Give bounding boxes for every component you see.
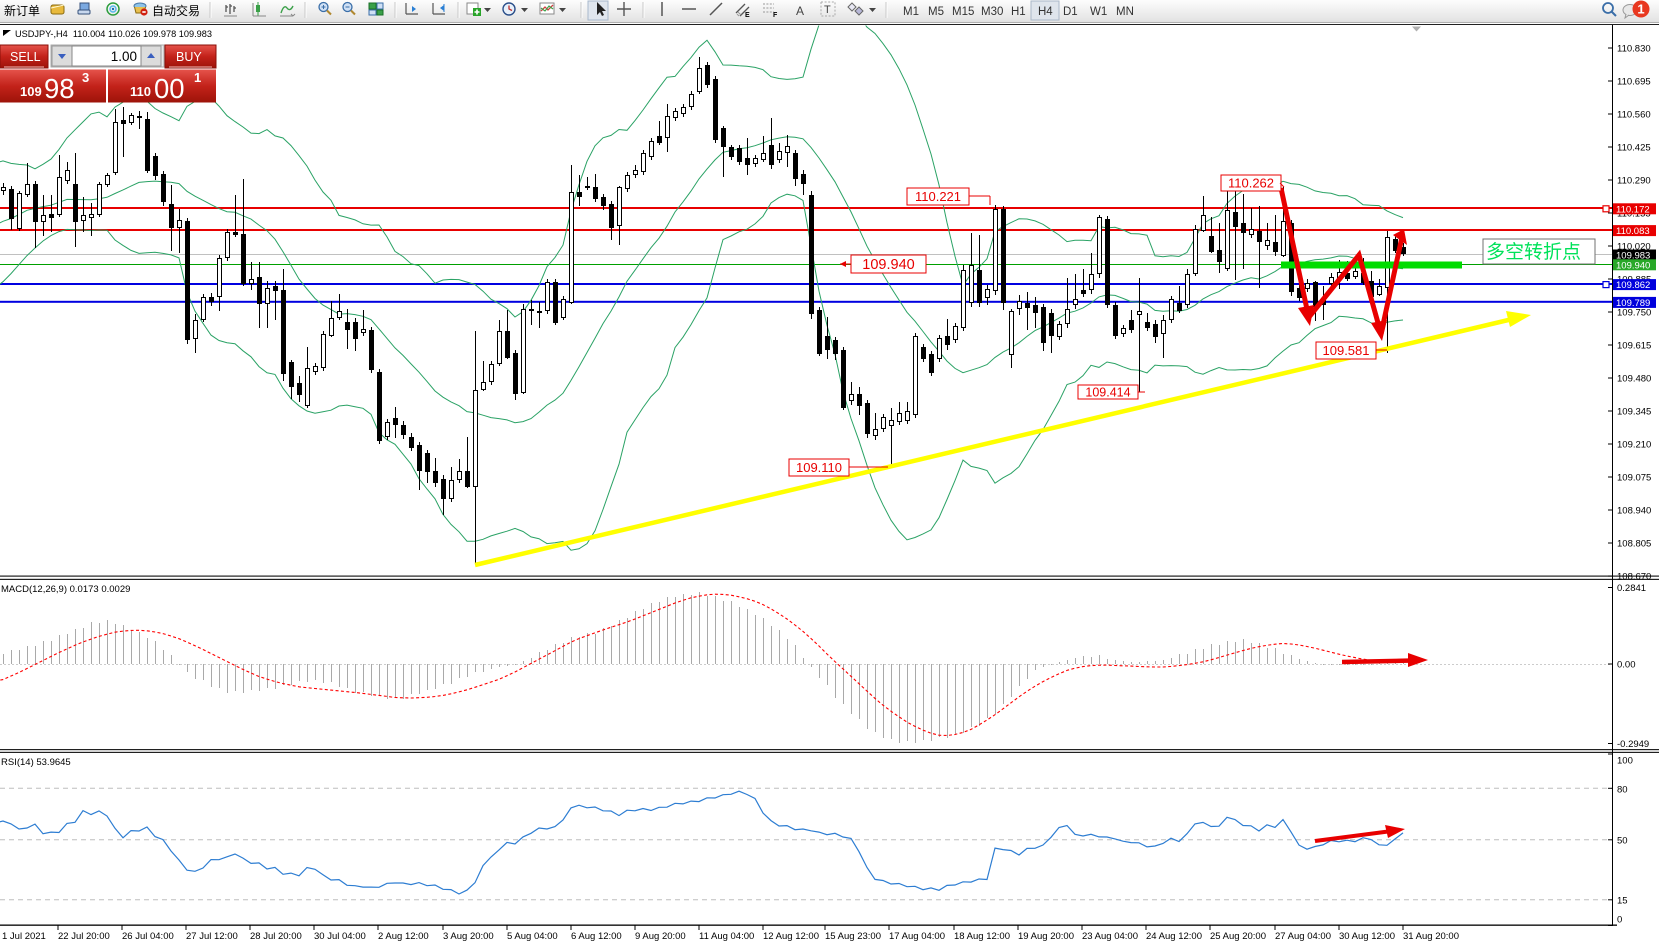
svg-text:2 Aug 12:00: 2 Aug 12:00 <box>378 931 429 942</box>
svg-text:109.075: 109.075 <box>1617 472 1651 483</box>
svg-text:F: F <box>773 12 778 19</box>
svg-text:109.750: 109.750 <box>1617 307 1651 318</box>
svg-text:H4: H4 <box>1038 6 1053 18</box>
svg-text:自动交易: 自动交易 <box>152 3 200 18</box>
svg-text:1 Jul 2021: 1 Jul 2021 <box>2 931 46 942</box>
svg-text:110.020: 110.020 <box>1617 241 1651 252</box>
svg-text:00: 00 <box>154 73 185 104</box>
svg-text:24 Aug 12:00: 24 Aug 12:00 <box>1146 931 1202 942</box>
svg-text:109.110: 109.110 <box>796 460 842 475</box>
svg-text:30 Aug 12:00: 30 Aug 12:00 <box>1339 931 1395 942</box>
svg-text:27 Aug 04:00: 27 Aug 04:00 <box>1275 931 1331 942</box>
svg-text:23 Aug 04:00: 23 Aug 04:00 <box>1082 931 1138 942</box>
svg-text:110.262: 110.262 <box>1228 176 1274 191</box>
svg-text:5 Aug 04:00: 5 Aug 04:00 <box>507 931 558 942</box>
svg-text:108.805: 108.805 <box>1617 538 1651 549</box>
svg-text:W1: W1 <box>1090 6 1107 18</box>
svg-text:110.221: 110.221 <box>915 189 961 204</box>
svg-text:T: T <box>824 4 831 16</box>
svg-text:18 Aug 12:00: 18 Aug 12:00 <box>954 931 1010 942</box>
svg-text:1.00: 1.00 <box>111 49 137 64</box>
svg-text:31 Aug 20:00: 31 Aug 20:00 <box>1403 931 1459 942</box>
svg-text:27 Jul 12:00: 27 Jul 12:00 <box>186 931 238 942</box>
svg-text:15: 15 <box>1617 895 1628 906</box>
svg-text:109.983: 109.983 <box>1616 251 1650 262</box>
svg-text:109.414: 109.414 <box>1085 386 1130 400</box>
svg-text:98: 98 <box>44 73 75 104</box>
svg-text:108.940: 108.940 <box>1617 505 1651 516</box>
svg-text:110: 110 <box>130 84 151 99</box>
svg-text:109.862: 109.862 <box>1616 280 1650 291</box>
svg-text:M30: M30 <box>981 6 1003 18</box>
svg-text:15 Aug 23:00: 15 Aug 23:00 <box>825 931 881 942</box>
svg-text:109.480: 109.480 <box>1617 373 1651 384</box>
svg-text:109.581: 109.581 <box>1323 343 1370 358</box>
svg-text:9 Aug 20:00: 9 Aug 20:00 <box>635 931 686 942</box>
svg-text:MACD(12,26,9) 0.0173 0.0029: MACD(12,26,9) 0.0173 0.0029 <box>1 584 130 595</box>
svg-text:A: A <box>796 4 804 18</box>
svg-text:1: 1 <box>194 70 201 85</box>
svg-text:109.940: 109.940 <box>862 257 914 273</box>
svg-text:22 Jul 20:00: 22 Jul 20:00 <box>58 931 110 942</box>
svg-text:110.425: 110.425 <box>1617 142 1651 153</box>
svg-text:新订单: 新订单 <box>4 3 40 18</box>
svg-text:80: 80 <box>1617 784 1628 795</box>
svg-text:H1: H1 <box>1011 6 1026 18</box>
svg-text:USDJPY-,H4 110.004 110.026 10: USDJPY-,H4 110.004 110.026 109.978 109.9… <box>15 29 212 39</box>
svg-text:28 Jul 20:00: 28 Jul 20:00 <box>250 931 302 942</box>
svg-text:0.2841: 0.2841 <box>1617 583 1646 594</box>
svg-text:17 Aug 04:00: 17 Aug 04:00 <box>889 931 945 942</box>
svg-text:109.940: 109.940 <box>1616 260 1650 271</box>
svg-text:BUY: BUY <box>176 50 202 64</box>
svg-text:3 Aug 20:00: 3 Aug 20:00 <box>443 931 494 942</box>
svg-text:多空转折点: 多空转折点 <box>1486 241 1581 263</box>
svg-text:109.210: 109.210 <box>1617 439 1651 450</box>
svg-text:110.290: 110.290 <box>1617 175 1651 186</box>
svg-text:19 Aug 20:00: 19 Aug 20:00 <box>1018 931 1074 942</box>
svg-text:E: E <box>745 12 750 19</box>
svg-text:M1: M1 <box>903 6 919 18</box>
svg-text:100: 100 <box>1617 755 1633 766</box>
svg-text:109: 109 <box>20 84 42 99</box>
svg-text:SELL: SELL <box>10 50 41 64</box>
svg-text:110.083: 110.083 <box>1616 226 1650 237</box>
svg-text:-0.2949: -0.2949 <box>1617 739 1649 750</box>
svg-text:30 Jul 04:00: 30 Jul 04:00 <box>314 931 366 942</box>
svg-text:50: 50 <box>1617 835 1628 846</box>
svg-text:110.172: 110.172 <box>1616 204 1650 215</box>
svg-text:0: 0 <box>1617 914 1622 925</box>
svg-text:12 Aug 12:00: 12 Aug 12:00 <box>763 931 819 942</box>
svg-text:109.615: 109.615 <box>1617 340 1651 351</box>
svg-text:M15: M15 <box>952 6 974 18</box>
svg-text:3: 3 <box>82 70 89 85</box>
svg-text:M5: M5 <box>928 6 944 18</box>
svg-text:6 Aug 12:00: 6 Aug 12:00 <box>571 931 622 942</box>
svg-text:110.695: 110.695 <box>1617 76 1651 87</box>
svg-text:110.560: 110.560 <box>1617 109 1651 120</box>
svg-text:0.00: 0.00 <box>1617 659 1636 670</box>
svg-text:108.670: 108.670 <box>1617 571 1651 582</box>
svg-text:26 Jul 04:00: 26 Jul 04:00 <box>122 931 174 942</box>
svg-text:MN: MN <box>1116 6 1134 18</box>
svg-text:11 Aug 04:00: 11 Aug 04:00 <box>699 931 754 942</box>
svg-text:109.789: 109.789 <box>1616 298 1650 309</box>
svg-text:D1: D1 <box>1063 6 1078 18</box>
svg-text:1: 1 <box>1637 2 1644 17</box>
svg-text:110.830: 110.830 <box>1617 43 1651 54</box>
svg-text:109.345: 109.345 <box>1617 406 1651 417</box>
svg-text:RSI(14) 53.9645: RSI(14) 53.9645 <box>1 757 71 768</box>
svg-text:25 Aug 20:00: 25 Aug 20:00 <box>1210 931 1266 942</box>
